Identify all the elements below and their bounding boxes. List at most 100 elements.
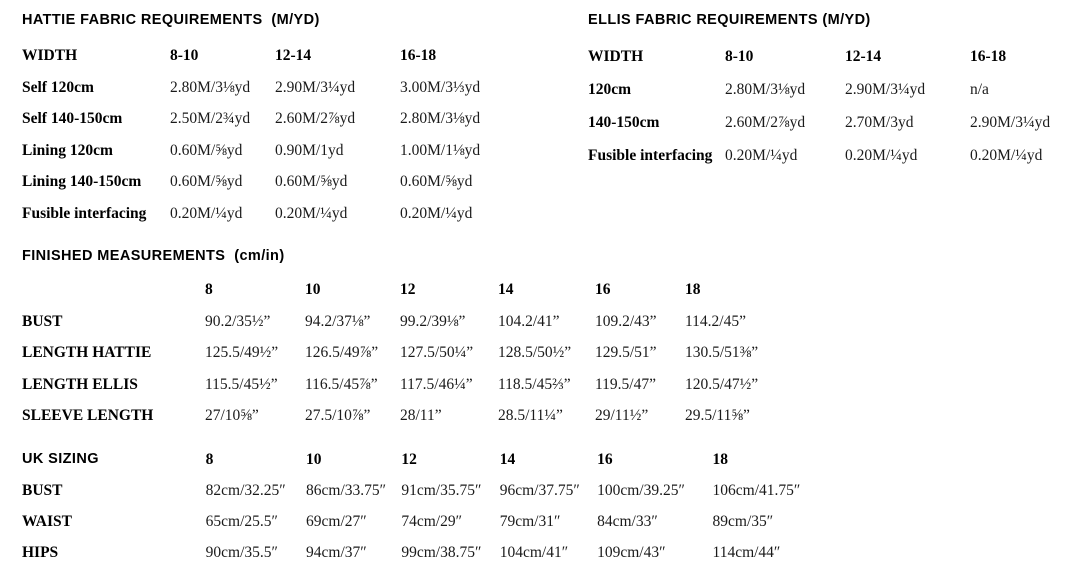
body-measure-value: 94cm/37″ xyxy=(306,543,367,561)
table-row: WAIST 65cm/25.5″ 69cm/27″ 74cm/29″ 79cm/… xyxy=(22,506,833,537)
body-measure-value: 91cm/35.75″ xyxy=(401,481,482,499)
fabric-value: 2.60M/2⅞yd xyxy=(275,110,356,128)
measurement-value: 116.5/45⅞” xyxy=(305,375,378,393)
body-measure-value: 104cm/41″ xyxy=(499,543,569,561)
width-column-header: WIDTH xyxy=(22,47,78,65)
measurement-value: 27.5/10⅞” xyxy=(305,407,371,425)
body-measure-value: 114cm/44″ xyxy=(712,543,781,561)
measurement-value: 117.5/46¼” xyxy=(400,375,473,393)
body-measure-row-label: WAIST xyxy=(22,512,72,530)
measurement-row-label: LENGTH ELLIS xyxy=(22,375,138,393)
measurement-value: 128.5/50½” xyxy=(498,344,572,362)
measurement-value: 99.2/39⅛” xyxy=(400,312,466,330)
finished-measurements-table: 8 10 12 14 16 18 BUST 90.2/35½” 94.2/37⅛… xyxy=(22,274,805,432)
body-measure-value: 100cm/39.25″ xyxy=(597,481,685,499)
measurement-value: 114.2/45” xyxy=(685,312,746,330)
fabric-value: 2.50M/2¾yd xyxy=(170,110,251,128)
measurement-value: 129.5/51” xyxy=(595,344,657,362)
size-range-header: 16-18 xyxy=(970,47,1007,65)
uk-sizing-title: UK SIZING xyxy=(22,450,99,467)
measurement-value: 28.5/11¼” xyxy=(498,407,563,425)
measurement-value: 27/10⅝” xyxy=(205,407,259,425)
fabric-value: 0.60M/⅝yd xyxy=(400,173,473,191)
fabric-value: 2.80M/3⅛yd xyxy=(725,80,806,98)
fabric-value: 2.80M/3⅛yd xyxy=(400,110,481,128)
measurement-value: 125.5/49½” xyxy=(205,344,279,362)
fabric-value: 0.60M/⅝yd xyxy=(170,141,243,159)
table-row: Self 140-150cm 2.50M/2¾yd 2.60M/2⅞yd 2.8… xyxy=(22,103,540,135)
measurement-row-label: SLEEVE LENGTH xyxy=(22,407,154,425)
size-header: 16 xyxy=(597,450,613,468)
measurement-row-label: LENGTH HATTIE xyxy=(22,344,152,362)
size-header: 18 xyxy=(712,450,729,468)
table-row: Lining 140-150cm 0.60M/⅝yd 0.60M/⅝yd 0.6… xyxy=(22,166,540,198)
fabric-value: 2.90M/3¼yd xyxy=(970,113,1051,131)
table-row: LENGTH ELLIS 115.5/45½” 116.5/45⅞” 117.5… xyxy=(22,369,805,401)
table-row: LENGTH HATTIE 125.5/49½” 126.5/49⅞” 127.… xyxy=(22,337,805,369)
fabric-row-label: 140-150cm xyxy=(588,113,660,131)
hattie-table-title: HATTIE FABRIC REQUIREMENTS (M/YD) xyxy=(22,12,320,28)
body-measure-value: 109cm/43″ xyxy=(597,543,666,561)
ellis-fabric-table: WIDTH 8-10 12-14 16-18 120cm 2.80M/3⅛yd … xyxy=(588,40,1070,172)
size-header: 10 xyxy=(306,450,322,468)
finished-measurements-title: FINISHED MEASUREMENTS (cm/in) xyxy=(22,248,285,264)
fabric-value: 0.20M/¼yd xyxy=(275,204,348,222)
body-measure-value: 65cm/25.5″ xyxy=(205,512,278,530)
table-row: BUST 90.2/35½” 94.2/37⅛” 99.2/39⅛” 104.2… xyxy=(22,306,805,338)
body-measure-value: 89cm/35″ xyxy=(712,512,774,530)
fabric-row-label: Lining 120cm xyxy=(22,141,113,159)
table-row: BUST 82cm/32.25″ 86cm/33.75″ 91cm/35.75″… xyxy=(22,475,833,506)
measurement-value: 118.5/45⅔” xyxy=(498,375,571,393)
fabric-value: 0.90M/1yd xyxy=(275,141,344,159)
body-measure-value: 82cm/32.25″ xyxy=(205,481,286,499)
size-header: 12 xyxy=(400,281,416,299)
measurement-value: 120.5/47½” xyxy=(685,375,759,393)
body-measure-row-label: HIPS xyxy=(22,543,59,561)
body-measure-value: 99cm/38.75″ xyxy=(401,543,482,561)
body-measure-value: 84cm/33″ xyxy=(597,512,658,530)
size-range-header: 8-10 xyxy=(725,47,754,65)
size-range-header: 16-18 xyxy=(400,47,437,65)
body-measure-value: 96cm/37.75″ xyxy=(499,481,580,499)
size-range-header: 12-14 xyxy=(845,47,882,65)
measurement-value: 115.5/45½” xyxy=(205,375,278,393)
fabric-row-label: Fusible interfacing xyxy=(588,146,713,164)
measurement-value: 29.5/11⅝” xyxy=(685,407,750,425)
fabric-row-label: Lining 140-150cm xyxy=(22,173,142,191)
measurement-value: 126.5/49⅞” xyxy=(305,344,379,362)
table-row: 140-150cm 2.60M/2⅞yd 2.70M/3yd 2.90M/3¼y… xyxy=(588,106,1070,139)
size-header: 8 xyxy=(205,450,214,468)
ellis-table-title: ELLIS FABRIC REQUIREMENTS (M/YD) xyxy=(588,12,871,28)
table-row: Fusible interfacing 0.20M/¼yd 0.20M/¼yd … xyxy=(588,139,1070,172)
body-measure-value: 90cm/35.5″ xyxy=(205,543,278,561)
table-row: Fusible interfacing 0.20M/¼yd 0.20M/¼yd … xyxy=(22,198,540,230)
table-header-row: UK SIZING 8 10 12 14 16 18 xyxy=(22,444,833,475)
table-row: HIPS 90cm/35.5″ 94cm/37″ 99cm/38.75″ 104… xyxy=(22,537,833,568)
uk-sizing-table: UK SIZING 8 10 12 14 16 18 BUST 82cm/32.… xyxy=(22,444,833,568)
fabric-value: 2.90M/3¼yd xyxy=(845,80,926,98)
spacer-cell xyxy=(22,274,205,306)
table-row: Self 120cm 2.80M/3⅛yd 2.90M/3¼yd 3.00M/3… xyxy=(22,72,540,104)
fabric-value: 0.20M/¼yd xyxy=(400,204,473,222)
fabric-value: 0.20M/¼yd xyxy=(970,146,1043,164)
fabric-row-label: Self 120cm xyxy=(22,78,94,96)
size-header: 14 xyxy=(499,450,516,468)
fabric-value: 2.80M/3⅛yd xyxy=(170,78,251,96)
size-header: 16 xyxy=(595,281,611,299)
measurement-value: 119.5/47” xyxy=(595,375,656,393)
size-range-header: 8-10 xyxy=(170,47,199,65)
table-row: 120cm 2.80M/3⅛yd 2.90M/3¼yd n/a xyxy=(588,73,1070,106)
fabric-row-label: 120cm xyxy=(588,80,632,98)
fabric-value: 2.70M/3yd xyxy=(845,113,914,131)
size-header: 14 xyxy=(498,281,514,299)
width-column-header: WIDTH xyxy=(588,47,644,65)
size-header: 12 xyxy=(401,450,417,468)
size-header: 10 xyxy=(305,281,321,299)
measurement-row-label: BUST xyxy=(22,312,63,330)
fabric-value: 0.60M/⅝yd xyxy=(170,173,243,191)
size-header: 8 xyxy=(205,281,213,299)
table-header-row: 8 10 12 14 16 18 xyxy=(22,274,805,306)
fabric-row-label: Fusible interfacing xyxy=(22,204,147,222)
table-row: Lining 120cm 0.60M/⅝yd 0.90M/1yd 1.00M/1… xyxy=(22,135,540,167)
fabric-value: 1.00M/1⅛yd xyxy=(400,141,481,159)
